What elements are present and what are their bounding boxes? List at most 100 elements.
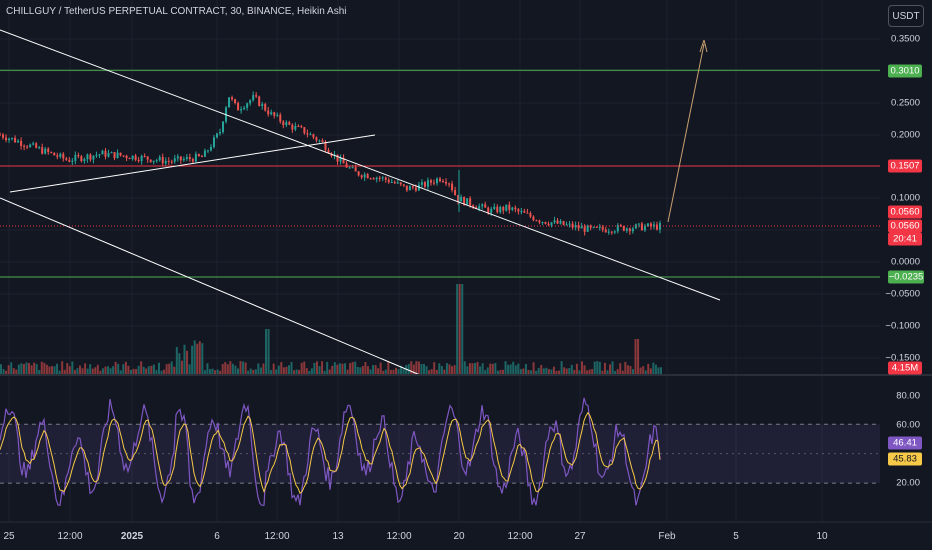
candle-body [282,121,285,126]
candle-body [212,137,215,148]
volume-bar [445,363,448,374]
volume-bar [58,370,61,374]
volume-bar [84,363,87,374]
volume-bar [394,367,397,374]
candle-body [110,152,113,154]
volume-bar [193,340,196,374]
volume-bar [382,370,385,374]
volume-bar [127,365,130,374]
candle-body [80,156,83,162]
candle-body [583,226,586,232]
volume-bar [221,364,224,374]
candle-body [149,159,152,163]
candle-body [65,158,68,160]
candle-body [613,231,616,233]
candle-body [487,207,490,213]
volume-bar [649,368,652,374]
candle-body [466,198,469,205]
candle-body [616,225,619,232]
volume-bar [568,368,571,374]
currency-button[interactable]: USDT [888,5,924,27]
candle-body [574,225,577,228]
candle-body [8,138,11,141]
candle-body [270,112,273,115]
trend-drawings[interactable] [0,29,721,376]
volume-bar [180,360,183,374]
volume-bar [198,341,201,374]
volume-bar [473,363,476,374]
volume-bar [186,350,189,374]
candle-body [59,153,62,157]
candle-body [71,160,74,162]
volume-bar [384,369,387,374]
volume-bar [565,368,568,374]
candle-body [652,224,655,227]
resistance-high-badge: 0.3010 [888,64,922,78]
volume-bar [359,367,362,374]
volume-bar [142,366,145,374]
candle-body [469,198,472,206]
candle-body [41,147,44,154]
candle-body [390,181,393,183]
volume-bar [349,363,352,374]
rsi-pane [0,397,880,506]
volume-bar [417,361,420,374]
candle-body [520,211,523,213]
candle-body [23,145,26,147]
volume-badge: 4.15M [888,361,922,375]
candle-body [249,100,252,104]
volume-bar [593,361,596,374]
volume-bar [537,367,540,374]
volume-bar [28,363,31,374]
volume-bar [236,368,239,374]
volume-bar [35,363,38,374]
horizontal-levels[interactable] [0,69,880,278]
volume-bar [229,361,232,374]
candle-body [152,160,155,163]
volume-bar [545,367,548,374]
candle-body [628,228,631,232]
symbol-title[interactable]: CHILLGUY / TetherUS PERPETUAL CONTRACT, … [6,6,347,17]
candle-body [318,140,321,142]
volume-bar [66,363,69,374]
volume-bar [170,361,173,374]
candle-body [478,206,481,209]
candle-body [321,140,324,142]
volume-bar [63,369,66,374]
candle-body [339,157,342,162]
candle-body [68,159,71,162]
volume-bar [160,370,163,374]
candle-body [158,156,161,161]
candle-body [234,99,237,103]
volume-bar [163,369,166,374]
candle-body [547,223,550,225]
uptrend-line [9,134,376,193]
volume-bar [642,366,645,374]
volume-bar [603,362,606,374]
time-tick: 25 [3,531,15,542]
volume-bar [124,361,127,374]
volume-bar [239,361,242,374]
candle-body [565,224,568,226]
candle-body [408,186,411,191]
volume-bar [247,370,250,374]
volume-bar [407,363,410,374]
volume-bar [522,368,525,374]
candle-body [577,225,580,229]
volume-bar [270,370,273,374]
candle-body [104,150,107,157]
candle-body [167,160,170,162]
volume-bar [147,366,150,374]
candle-body [493,206,496,209]
volume-bar [165,364,168,374]
volume-bar [532,362,535,374]
candle-body [640,223,643,231]
candle-body [240,109,243,111]
candle-body [568,223,571,225]
volume-bar [456,284,459,374]
volume-bar [208,369,211,374]
volume-bar [344,363,347,374]
volume-bar [285,366,288,374]
volume-bar [499,369,502,374]
